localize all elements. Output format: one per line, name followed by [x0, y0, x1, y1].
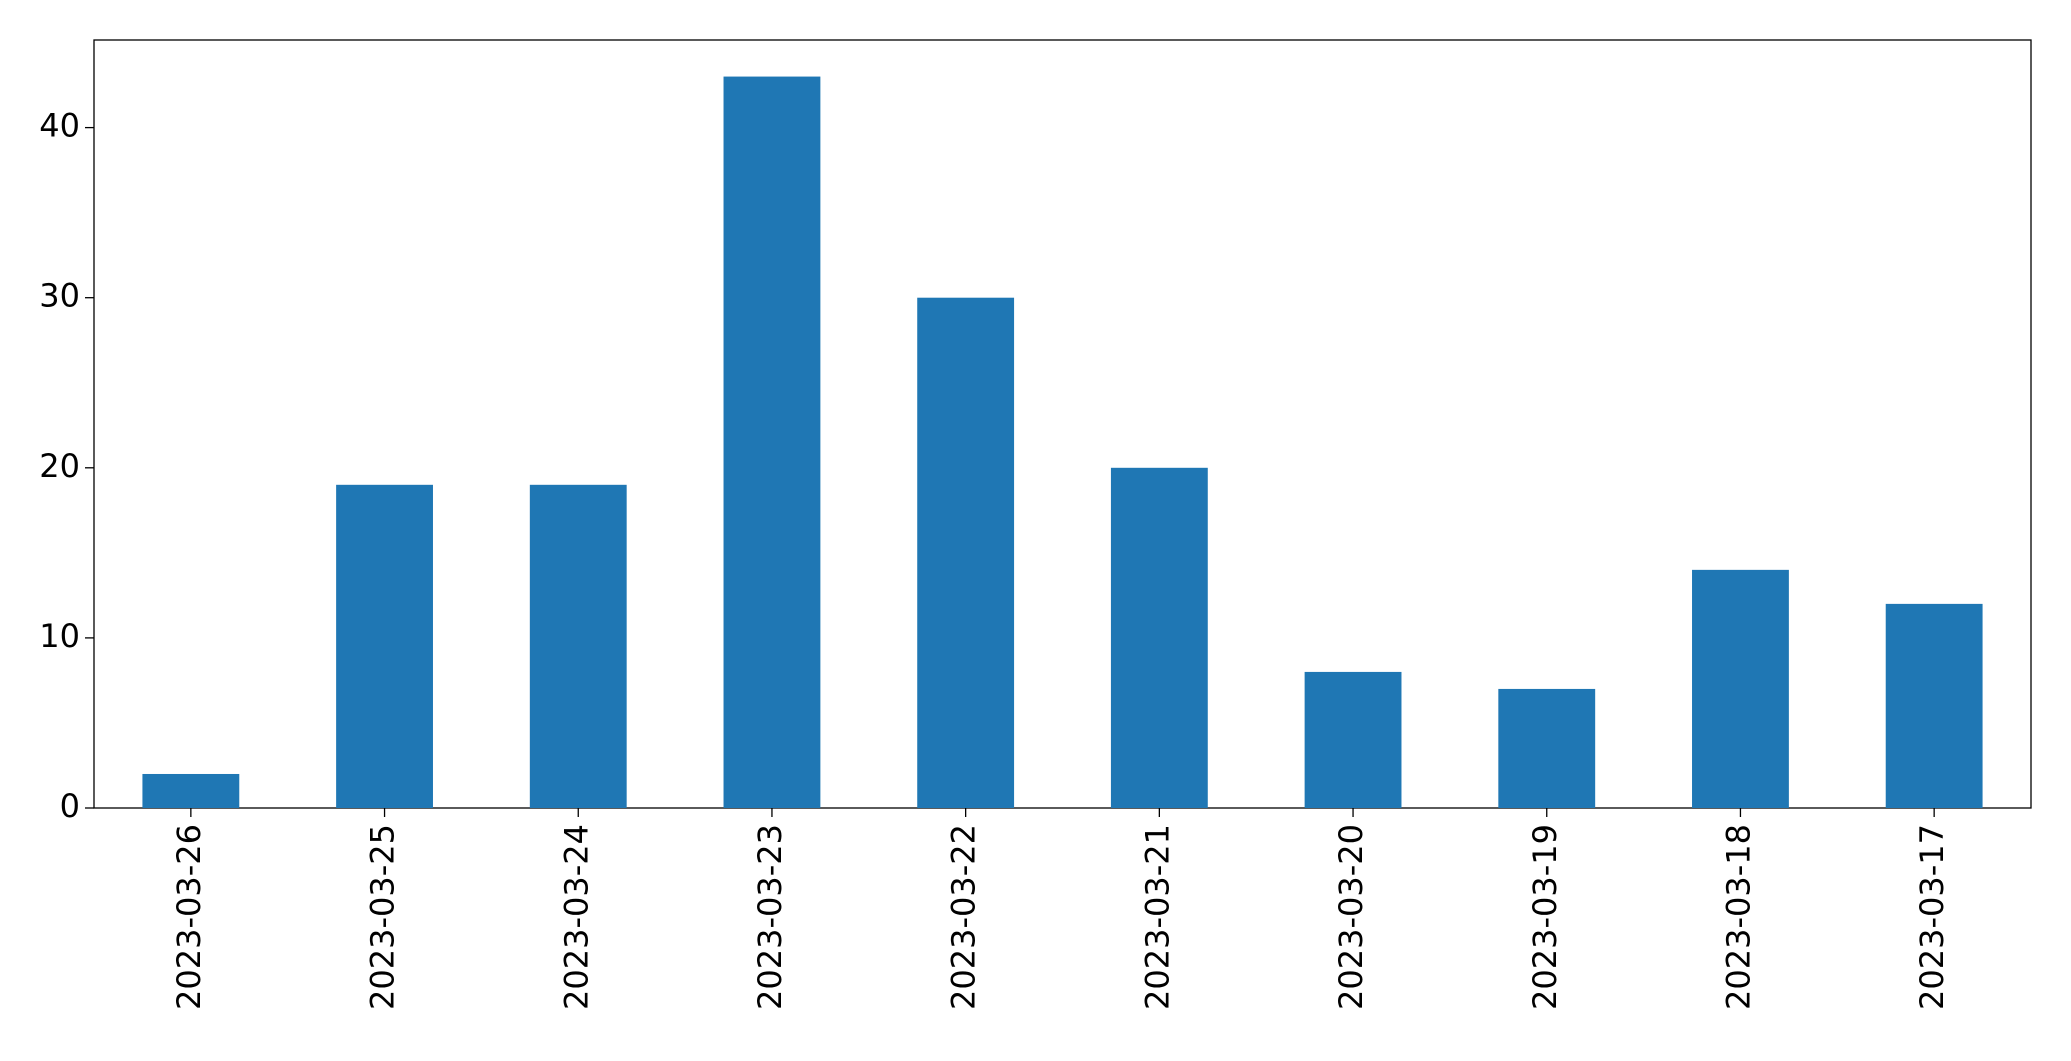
x-tick-label: 2023-03-24 [557, 824, 595, 1010]
x-tick-label: 2023-03-23 [751, 824, 789, 1010]
bar [1885, 603, 1983, 808]
x-tick-label: 2023-03-20 [1332, 824, 1370, 1010]
x-tick-label: 2023-03-25 [364, 824, 402, 1010]
x-tick-label: 2023-03-19 [1526, 824, 1564, 1010]
x-tick-label: 2023-03-21 [1138, 824, 1176, 1010]
x-tick-label: 2023-03-26 [170, 824, 208, 1010]
x-tick-label: 2023-03-22 [945, 824, 983, 1010]
bar [1110, 467, 1208, 808]
bar [1498, 688, 1596, 808]
y-tick-label: 10 [39, 617, 80, 655]
bar [142, 773, 240, 808]
x-tick-label: 2023-03-18 [1719, 824, 1757, 1010]
y-tick-label: 30 [39, 277, 80, 315]
bar [1692, 569, 1789, 808]
y-tick-label: 20 [39, 447, 80, 485]
bar [529, 484, 627, 808]
bar [917, 297, 1015, 808]
y-tick-label: 40 [39, 107, 80, 145]
y-tick-label: 0 [60, 787, 80, 825]
bar [1304, 671, 1402, 808]
bar [336, 484, 433, 808]
bar [723, 76, 821, 809]
plot-frame [93, 39, 2032, 809]
x-tick-label: 2023-03-17 [1913, 824, 1951, 1010]
